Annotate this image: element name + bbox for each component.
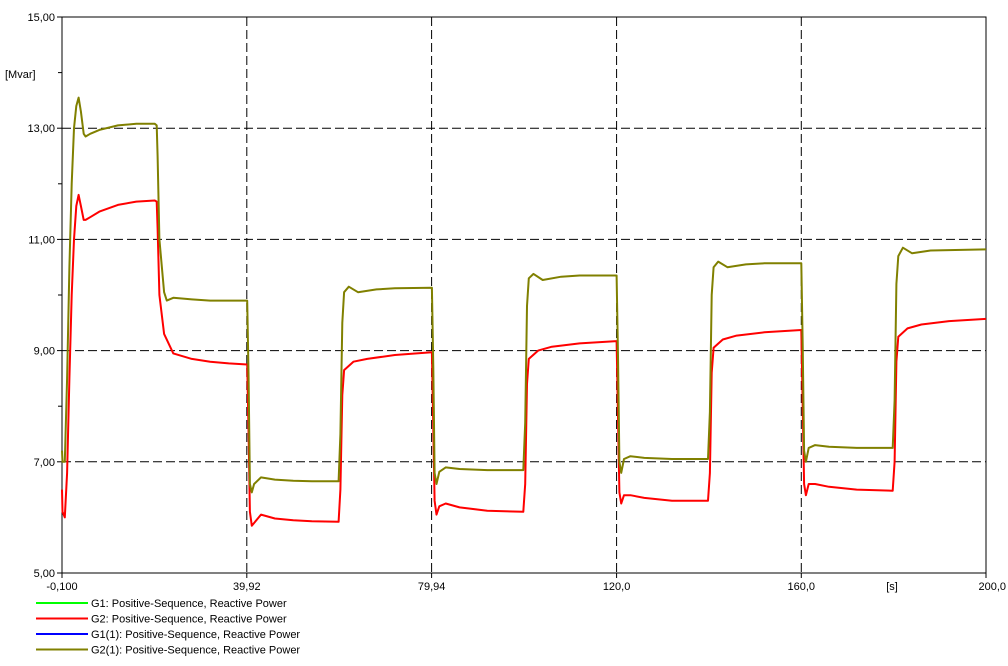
x-axis: -0,100 39,92 79,94 120,0 160,0 200,0	[46, 573, 1006, 593]
x-tick-label: 79,94	[418, 581, 446, 593]
x-tick-label: 120,0	[603, 581, 631, 593]
legend-item-label: G1: Positive-Sequence, Reactive Power	[91, 598, 287, 610]
y-axis: 5,00 7,00 9,00 11,00 13,00 15,00	[27, 12, 62, 580]
legend-item-label: G1(1): Positive-Sequence, Reactive Power	[91, 629, 300, 641]
series-lines	[61, 96, 987, 527]
x-tick-label: 39,92	[233, 581, 261, 593]
series-line	[61, 96, 987, 494]
x-tick-label: 200,0	[978, 581, 1006, 593]
y-tick-label: 13,00	[27, 123, 55, 135]
y-tick-label: 15,00	[27, 12, 55, 24]
x-unit-label: [s]	[886, 581, 898, 593]
x-tick-label: -0,100	[46, 581, 77, 593]
legend-item-label: G2: Positive-Sequence, Reactive Power	[91, 614, 287, 626]
legend: G1: Positive-Sequence, Reactive Power G2:…	[36, 598, 300, 657]
y-tick-label: 5,00	[34, 568, 55, 580]
y-tick-label: 7,00	[34, 457, 55, 469]
legend-item-label: G2(1): Positive-Sequence, Reactive Power	[91, 645, 300, 657]
y-tick-label: 9,00	[34, 346, 55, 358]
x-tick-label: 160,0	[788, 581, 816, 593]
y-unit-label: [Mvar]	[5, 69, 36, 81]
y-tick-label: 11,00	[28, 234, 55, 246]
